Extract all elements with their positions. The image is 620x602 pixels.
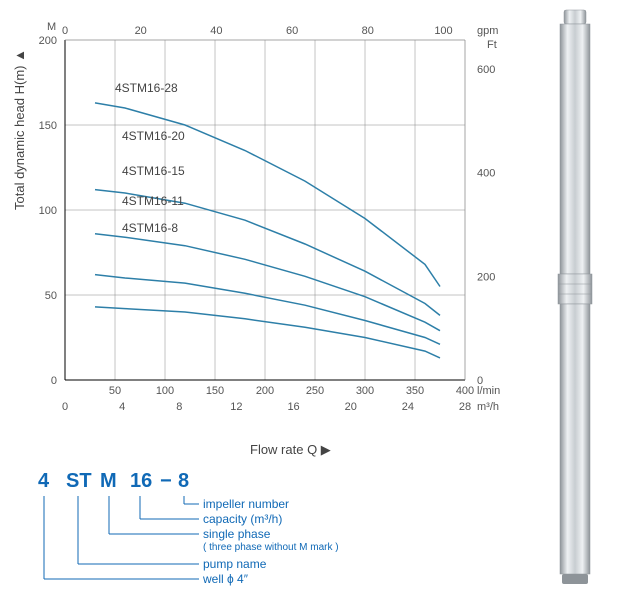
- svg-text:24: 24: [402, 401, 414, 413]
- svg-text:50: 50: [109, 385, 121, 397]
- svg-text:400: 400: [456, 385, 474, 397]
- svg-text:150: 150: [39, 120, 57, 132]
- svg-text:4STM16-11: 4STM16-11: [122, 194, 184, 208]
- svg-text:4STM16-8: 4STM16-8: [122, 221, 178, 235]
- svg-text:50: 50: [45, 290, 57, 302]
- svg-text:0: 0: [62, 25, 68, 37]
- svg-text:Ft: Ft: [487, 39, 497, 51]
- svg-text:80: 80: [362, 25, 374, 37]
- svg-text:350: 350: [406, 385, 424, 397]
- svg-text:100: 100: [434, 25, 452, 37]
- svg-text:200: 200: [477, 271, 495, 283]
- pump-illustration: [550, 8, 600, 588]
- svg-text:impeller number: impeller number: [203, 497, 289, 511]
- svg-text:200: 200: [39, 35, 57, 47]
- svg-text:150: 150: [206, 385, 224, 397]
- svg-text:12: 12: [230, 401, 242, 413]
- svg-text:16: 16: [287, 401, 299, 413]
- x-axis-label: Flow rate Q ▶: [250, 442, 331, 458]
- svg-text:( three phase without M mark ): ( three phase without M mark ): [203, 542, 339, 553]
- svg-text:600: 600: [477, 64, 495, 76]
- svg-text:200: 200: [256, 385, 274, 397]
- svg-text:gpm: gpm: [477, 25, 498, 37]
- svg-text:4STM16-20: 4STM16-20: [122, 129, 185, 143]
- svg-text:20: 20: [135, 25, 147, 37]
- model-code-legend: 4STM16−8 impeller numbercapacity (m³/h)s…: [38, 470, 458, 600]
- svg-text:400: 400: [477, 168, 495, 180]
- svg-text:well ϕ 4″: well ϕ 4″: [202, 572, 249, 586]
- svg-text:28: 28: [459, 401, 471, 413]
- svg-text:4STM16-28: 4STM16-28: [115, 81, 178, 95]
- svg-text:60: 60: [286, 25, 298, 37]
- svg-text:100: 100: [156, 385, 174, 397]
- svg-text:m³/h: m³/h: [477, 401, 499, 413]
- svg-text:20: 20: [345, 401, 357, 413]
- svg-text:pump name: pump name: [203, 557, 267, 571]
- svg-text:40: 40: [210, 25, 222, 37]
- svg-text:single phase: single phase: [203, 527, 271, 541]
- svg-text:100: 100: [39, 205, 57, 217]
- svg-text:M: M: [47, 21, 56, 33]
- svg-text:300: 300: [356, 385, 374, 397]
- svg-text:4STM16-15: 4STM16-15: [122, 164, 185, 178]
- svg-text:0: 0: [62, 401, 68, 413]
- svg-text:l/min: l/min: [477, 385, 500, 397]
- performance-chart: 5010015020025030035040005010015020002040…: [10, 10, 510, 440]
- y-axis-label: Total dynamic head H(m) ▲: [12, 49, 27, 210]
- svg-text:capacity (m³/h): capacity (m³/h): [203, 512, 282, 526]
- svg-text:250: 250: [306, 385, 324, 397]
- svg-text:4: 4: [119, 401, 125, 413]
- svg-text:0: 0: [51, 375, 57, 387]
- svg-text:8: 8: [176, 401, 182, 413]
